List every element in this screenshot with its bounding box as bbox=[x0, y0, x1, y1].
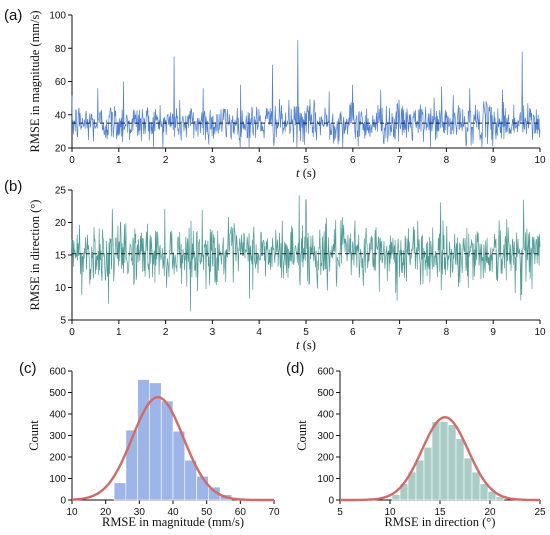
histogram-bar-d bbox=[463, 457, 473, 501]
y-axis-label-c: Count bbox=[27, 420, 41, 451]
fit-curve-c bbox=[72, 395, 274, 502]
histogram-bar-c bbox=[113, 482, 127, 501]
x-tick-label-b: 0 bbox=[69, 327, 75, 338]
y-tick-label-c: 300 bbox=[49, 431, 66, 442]
x-axis-label-c: RMSE in magnitude (mm/s) bbox=[102, 515, 244, 529]
series-line-a bbox=[71, 39, 541, 148]
x-tick-label-c: 30 bbox=[134, 507, 146, 518]
y-tick-label-a: 100 bbox=[49, 11, 66, 22]
x-axis-label-b: t (s) bbox=[296, 337, 316, 352]
histogram-bar-d bbox=[391, 494, 401, 501]
x-tick-label-d: 15 bbox=[434, 507, 446, 518]
histogram-bar-d bbox=[423, 447, 433, 501]
y-tick-label-b: 25 bbox=[55, 186, 67, 197]
y-tick-label-b: 10 bbox=[55, 283, 67, 294]
x-tick-label-c: 10 bbox=[66, 507, 78, 518]
histogram-bar-d bbox=[487, 491, 497, 501]
x-tick-label-c: 60 bbox=[235, 507, 247, 518]
y-tick-label-d: 400 bbox=[317, 410, 334, 421]
histogram-chart-c: 10 20 30 40 50 60 70 0 100 200 300 400 500 600 Count RM… bbox=[27, 367, 280, 530]
y-tick-label-a: 60 bbox=[55, 77, 67, 88]
x-tick-label-d: 5 bbox=[337, 507, 343, 518]
y-tick-label-c: 0 bbox=[60, 496, 66, 507]
histogram-chart-d: 5 10 15 20 25 0 100 200 300 400 500 600 Count RMSE in… bbox=[295, 367, 546, 530]
x-tick-label-b: 4 bbox=[256, 327, 262, 338]
timeseries-chart-a: 0 1 2 3 4 5 6 7 8 9 10 20 40 60 80 100 RMSE in magnitude… bbox=[28, 10, 546, 180]
fit-curve-d bbox=[340, 415, 540, 502]
y-tick-label-a: 20 bbox=[55, 144, 67, 155]
histogram-bar-c bbox=[137, 379, 150, 501]
y-tick-label-d: 200 bbox=[317, 453, 334, 464]
y-tick-label-b: 15 bbox=[55, 251, 67, 262]
x-tick-label-d: 10 bbox=[384, 507, 396, 518]
x-tick-label-b: 1 bbox=[116, 327, 122, 338]
x-tick-label-c: 20 bbox=[100, 507, 112, 518]
y-tick-label-c: 600 bbox=[49, 367, 66, 378]
x-tick-label-a: 3 bbox=[210, 155, 216, 166]
y-tick-label-b: 20 bbox=[55, 218, 67, 229]
y-tick-label-c: 100 bbox=[49, 474, 66, 485]
x-tick-label-a: 9 bbox=[490, 155, 496, 166]
x-tick-label-b: 10 bbox=[534, 327, 546, 338]
x-tick-label-b: 9 bbox=[490, 327, 496, 338]
y-tick-label-c: 400 bbox=[49, 410, 66, 421]
x-tick-label-d: 20 bbox=[484, 507, 496, 518]
x-tick-label-a: 6 bbox=[350, 155, 356, 166]
x-tick-label-c: 70 bbox=[268, 507, 280, 518]
panel-label-b: (b) bbox=[4, 178, 23, 195]
y-tick-label-c: 500 bbox=[49, 388, 66, 399]
panel-label-d: (d) bbox=[286, 360, 305, 377]
x-tick-label-b: 5 bbox=[303, 327, 309, 338]
y-tick-label-a: 40 bbox=[55, 110, 67, 121]
y-tick-label-c: 200 bbox=[49, 453, 66, 464]
x-tick-label-c: 50 bbox=[201, 507, 213, 518]
panel-label-c: (c) bbox=[19, 360, 37, 377]
x-tick-label-b: 6 bbox=[350, 327, 356, 338]
histogram-bar-d bbox=[495, 496, 505, 501]
histogram-bar-d bbox=[439, 421, 449, 501]
timeseries-chart-b: 0 1 2 3 4 5 6 7 8 9 10 5 10 15 20 25 RMSE in direction (… bbox=[28, 186, 546, 353]
x-tick-label-c: 40 bbox=[167, 507, 179, 518]
histogram-bar-d bbox=[455, 438, 465, 501]
y-axis-label-a: RMSE in magnitude (mm/s) bbox=[28, 10, 42, 152]
x-tick-label-b: 3 bbox=[210, 327, 216, 338]
panel-label-a: (a) bbox=[4, 7, 23, 24]
histogram-bar-d bbox=[479, 483, 489, 501]
y-axis-label-d: Count bbox=[295, 420, 309, 451]
histogram-bar-c bbox=[196, 476, 209, 501]
x-tick-label-a: 10 bbox=[534, 155, 546, 166]
x-tick-label-a: 0 bbox=[69, 155, 75, 166]
x-tick-label-a: 1 bbox=[116, 155, 122, 166]
y-tick-label-d: 100 bbox=[317, 474, 334, 485]
y-axis-label-b: RMSE in direction (°) bbox=[28, 200, 42, 311]
series-line-b bbox=[71, 195, 541, 312]
x-tick-label-a: 8 bbox=[444, 155, 450, 166]
x-axis-label-a: t (s) bbox=[296, 165, 316, 180]
histogram-bar-c bbox=[160, 400, 174, 501]
histogram-bar-d bbox=[447, 424, 457, 501]
y-tick-label-a: 80 bbox=[55, 44, 67, 55]
histogram-bar-d bbox=[431, 421, 441, 501]
histogram-bar-d bbox=[415, 459, 425, 501]
y-tick-label-d: 0 bbox=[328, 496, 334, 507]
x-tick-label-a: 7 bbox=[397, 155, 403, 166]
x-tick-label-d: 25 bbox=[534, 507, 546, 518]
x-tick-label-b: 7 bbox=[397, 327, 403, 338]
x-tick-label-b: 8 bbox=[444, 327, 450, 338]
histogram-bar-d bbox=[471, 471, 481, 501]
y-tick-label-d: 600 bbox=[317, 367, 334, 378]
histogram-bar-c bbox=[172, 430, 186, 501]
x-tick-label-a: 5 bbox=[303, 155, 309, 166]
y-tick-label-b: 5 bbox=[60, 316, 66, 327]
x-axis-label-d: RMSE in direction (°) bbox=[385, 515, 496, 529]
y-tick-label-d: 500 bbox=[317, 388, 334, 399]
x-tick-label-a: 2 bbox=[163, 155, 169, 166]
x-tick-label-a: 4 bbox=[256, 155, 262, 166]
x-tick-label-b: 2 bbox=[163, 327, 169, 338]
y-tick-label-d: 300 bbox=[317, 431, 334, 442]
